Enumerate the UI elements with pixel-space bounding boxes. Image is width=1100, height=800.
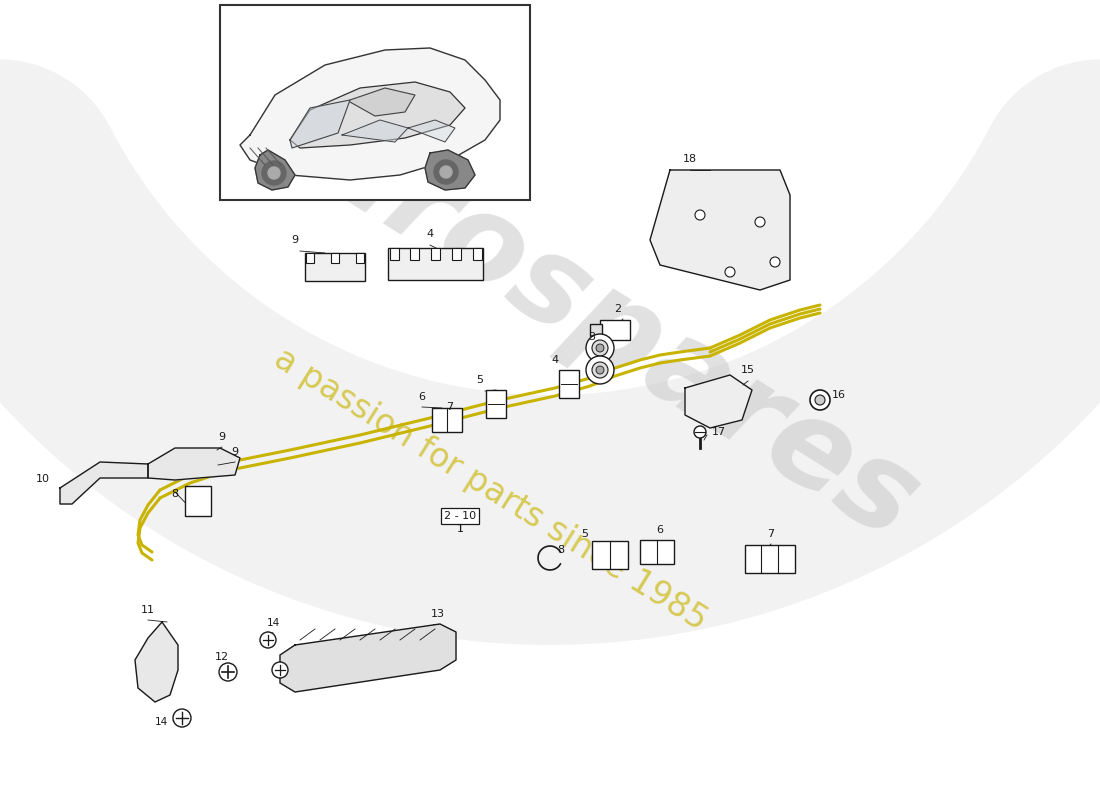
Text: 7: 7	[447, 402, 453, 412]
Bar	[600, 320, 630, 340]
Polygon shape	[135, 622, 178, 702]
Bar	[745, 545, 795, 573]
Circle shape	[173, 709, 191, 727]
Polygon shape	[255, 150, 295, 190]
Text: 5: 5	[582, 529, 588, 539]
Circle shape	[434, 160, 458, 184]
Polygon shape	[685, 375, 752, 428]
Text: 16: 16	[832, 390, 846, 400]
Text: 12: 12	[214, 652, 229, 662]
Polygon shape	[342, 120, 408, 142]
Bar	[432, 408, 462, 432]
Polygon shape	[148, 448, 240, 480]
Circle shape	[268, 167, 280, 179]
Circle shape	[596, 344, 604, 352]
Circle shape	[694, 426, 706, 438]
Circle shape	[586, 334, 614, 362]
Text: 14: 14	[155, 717, 168, 727]
Text: 6: 6	[657, 525, 663, 535]
Circle shape	[440, 166, 452, 178]
Text: 9: 9	[231, 447, 239, 457]
Text: 13: 13	[431, 609, 446, 619]
Text: 6: 6	[418, 392, 426, 402]
Bar	[410, 248, 419, 260]
Bar	[431, 248, 440, 260]
Text: 9: 9	[292, 235, 298, 245]
Bar	[592, 541, 628, 569]
Polygon shape	[350, 88, 415, 116]
Circle shape	[815, 395, 825, 405]
Polygon shape	[650, 170, 790, 290]
Polygon shape	[240, 48, 501, 180]
Text: 4: 4	[551, 355, 559, 365]
Polygon shape	[408, 120, 455, 142]
Text: 11: 11	[141, 605, 155, 615]
Text: 10: 10	[36, 474, 50, 484]
Text: 14: 14	[266, 618, 279, 628]
Circle shape	[219, 663, 236, 681]
Circle shape	[262, 161, 286, 185]
Circle shape	[596, 366, 604, 374]
Bar	[486, 390, 506, 418]
Text: 7: 7	[768, 529, 774, 539]
Polygon shape	[290, 100, 350, 148]
Bar	[640, 540, 674, 564]
Text: 2 - 10: 2 - 10	[444, 511, 476, 521]
Text: 17: 17	[712, 427, 726, 437]
Text: 8: 8	[172, 489, 178, 499]
Circle shape	[755, 217, 764, 227]
Circle shape	[260, 632, 276, 648]
Bar	[331, 253, 339, 263]
Polygon shape	[60, 462, 148, 504]
Text: 8: 8	[557, 545, 564, 555]
Text: eurospares: eurospares	[221, 56, 938, 564]
Bar	[220, 5, 530, 200]
Circle shape	[592, 340, 608, 356]
Polygon shape	[280, 624, 456, 692]
Text: 18: 18	[683, 154, 697, 164]
Bar	[388, 248, 483, 280]
Text: 4: 4	[427, 229, 433, 239]
Bar	[590, 324, 602, 336]
Polygon shape	[425, 150, 475, 190]
Circle shape	[272, 662, 288, 678]
Bar	[452, 248, 461, 260]
Bar	[185, 486, 211, 516]
Bar	[306, 253, 313, 263]
Text: 2: 2	[615, 304, 622, 314]
Text: 9: 9	[219, 432, 225, 442]
Bar	[356, 253, 364, 263]
Bar	[390, 248, 399, 260]
Circle shape	[695, 210, 705, 220]
Text: 1: 1	[456, 524, 463, 534]
Bar	[473, 248, 482, 260]
Circle shape	[810, 390, 830, 410]
Circle shape	[586, 356, 614, 384]
Bar	[559, 370, 579, 398]
Polygon shape	[290, 82, 465, 148]
Text: 15: 15	[741, 365, 755, 375]
Text: a passion for parts since 1985: a passion for parts since 1985	[267, 342, 713, 638]
Circle shape	[592, 362, 608, 378]
Bar	[305, 253, 365, 281]
Text: 3: 3	[588, 332, 595, 342]
Circle shape	[725, 267, 735, 277]
Circle shape	[770, 257, 780, 267]
Text: 5: 5	[476, 375, 484, 385]
